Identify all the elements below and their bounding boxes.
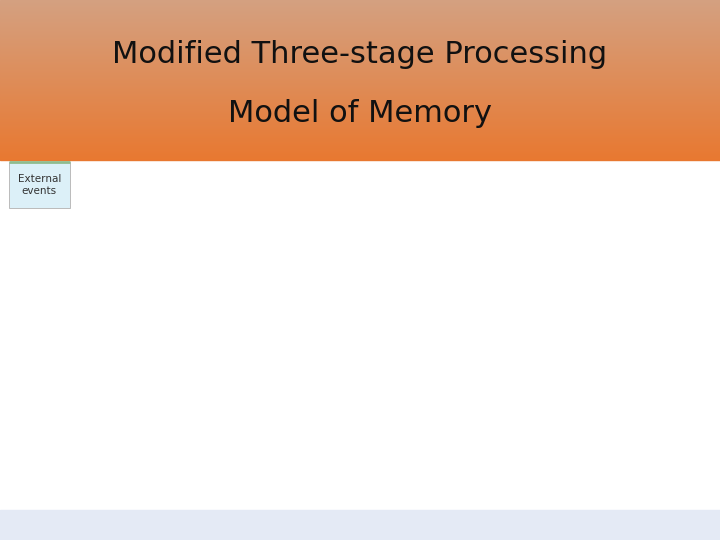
Text: External
events: External events bbox=[17, 174, 61, 195]
Text: Model of Memory: Model of Memory bbox=[228, 99, 492, 128]
FancyBboxPatch shape bbox=[9, 162, 70, 208]
Text: Modified Three-stage Processing: Modified Three-stage Processing bbox=[112, 40, 608, 69]
Bar bbox=[0, 510, 720, 540]
